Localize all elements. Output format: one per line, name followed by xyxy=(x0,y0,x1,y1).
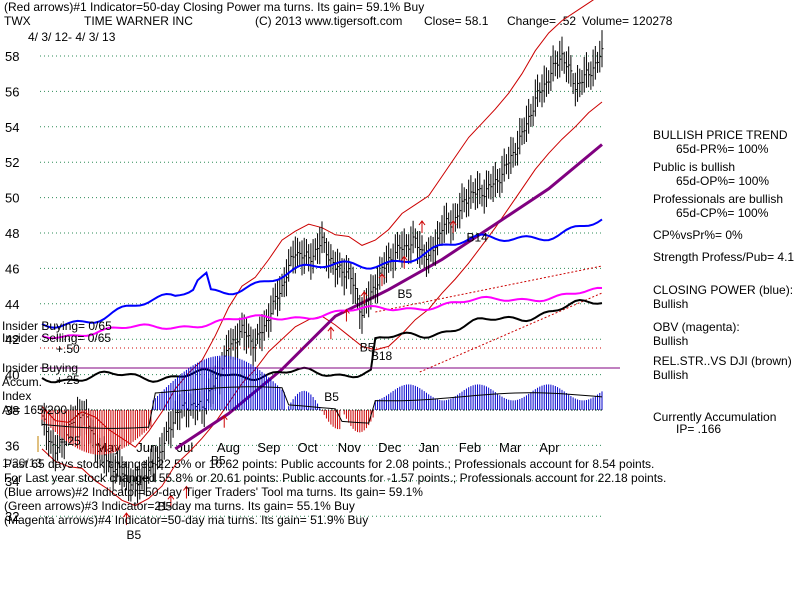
signal-label: B5 xyxy=(126,528,141,542)
ip-value: IP= .166 xyxy=(676,422,722,436)
copyright: (C) 2013 www.tigersoft.com xyxy=(255,14,403,28)
y-tick-label: 36 xyxy=(5,438,19,453)
signal-arrowhead xyxy=(327,326,335,332)
footer-line-5: (Magenta arrows)#4 Indicator=50-day ma t… xyxy=(4,513,369,527)
accum-label: Accum. xyxy=(2,375,43,389)
y-tick-label: 32 xyxy=(5,509,19,524)
change-value: Change= .52 xyxy=(507,14,577,28)
trendline-rel xyxy=(419,292,603,373)
signal-arrowhead xyxy=(360,290,368,297)
volume-value: Volume= 120278 xyxy=(582,14,673,28)
obv-label: OBV (magenta): xyxy=(653,320,740,334)
bullish-trend-title: BULLISH PRICE TREND xyxy=(653,128,788,142)
relstr-label: REL.STR..VS DJI (brown) xyxy=(653,354,792,368)
y-tick-label: 54 xyxy=(5,120,19,135)
footer-line-4: (Green arrows)#3 Indicator=21-day ma tur… xyxy=(4,499,355,513)
footer-date-prefix: 1/30/13 xyxy=(2,456,43,470)
y-tick-label: 44 xyxy=(5,297,19,312)
cp-vs-pr: CP%vsPr%= 0% xyxy=(653,228,743,242)
signal-label: B5 xyxy=(360,340,375,354)
x-tick-label: Nov xyxy=(338,440,362,455)
x-tick-label: Apr xyxy=(539,440,560,455)
accum-ma-line xyxy=(41,386,603,429)
signal-arrowhead xyxy=(418,220,426,226)
signal-label: B5 xyxy=(324,390,339,404)
header-indicator-line: (Red arrows)#1 Indicator=50-day Closing … xyxy=(4,0,425,14)
x-tick-label: Aug xyxy=(217,440,240,455)
signal-label: B5 xyxy=(158,500,173,514)
op-pct: 65d-OP%= 100% xyxy=(676,174,770,188)
signal-arrowhead xyxy=(400,255,408,261)
insider-buying-label-2: Insider Buying xyxy=(2,361,79,375)
y-tick-label: 52 xyxy=(5,155,19,170)
signal-arrowhead xyxy=(343,308,350,314)
trendline-cp xyxy=(375,265,603,313)
x-tick-label: Mar xyxy=(499,440,522,455)
y-tick-label: 46 xyxy=(5,261,19,276)
signal-arrowhead xyxy=(220,414,228,421)
y-tick-label: 40 xyxy=(5,368,19,383)
signal-label: B5 xyxy=(211,454,226,468)
index-label: Index xyxy=(2,389,32,403)
ai-label: AI= 165/200 xyxy=(2,403,68,417)
x-tick-label: Jun xyxy=(136,440,157,455)
y-tick-label: 56 xyxy=(5,84,19,99)
y-tick-label: 48 xyxy=(5,226,19,241)
signal-label: B18 xyxy=(371,349,393,363)
x-tick-label: Sep xyxy=(257,440,280,455)
y-tick-label: 38 xyxy=(5,403,19,418)
closing-power-line xyxy=(41,218,603,329)
closing-power-label: CLOSING POWER (blue): xyxy=(653,283,794,297)
strength: Strength Profess/Pub= 4.1 xyxy=(653,250,795,264)
signal-label: B14 xyxy=(466,231,488,245)
insider-selling-label: Insider Selling= 0/65 xyxy=(2,331,112,345)
signal-label: B5 xyxy=(398,287,413,301)
plus25-label: +.25 xyxy=(56,373,80,387)
signal-arrowhead xyxy=(449,220,457,226)
minus25-label: -.25 xyxy=(60,434,81,448)
relstr-status: Bullish xyxy=(653,368,689,382)
signal-arrowhead xyxy=(123,512,130,518)
footer-line-2: For Last year stock changed 55.8% or 20.… xyxy=(4,471,667,485)
public-bullish: Public is bullish xyxy=(653,160,736,174)
ticker-symbol: TWX xyxy=(4,14,31,28)
plus50-label: +.50 xyxy=(56,342,80,356)
insider-buying-label: Insider Buying= 0/65 xyxy=(2,319,112,333)
close-value: Close= 58.1 xyxy=(424,14,489,28)
footer-line-3: (Blue arrows)#2 Indicator=50-day Tiger T… xyxy=(4,485,423,499)
x-tick-label: Oct xyxy=(298,440,319,455)
signal-arrowhead xyxy=(378,273,386,279)
y-tick-label: 58 xyxy=(5,49,19,64)
obv-status: Bullish xyxy=(653,334,689,348)
rel-strength-line xyxy=(41,298,603,384)
cp-pct: 65d-CP%= 100% xyxy=(676,206,769,220)
company-name: TIME WARNER INC xyxy=(84,14,193,28)
accumulation-label: Currently Accumulation xyxy=(653,410,777,424)
pr-pct: 65d-PR%= 100% xyxy=(676,142,769,156)
closing-power-status: Bullish xyxy=(653,297,689,311)
x-tick-label: Jan xyxy=(418,440,439,455)
date-range: 4/ 3/ 12- 4/ 3/ 13 xyxy=(28,30,116,44)
signal-arrowhead xyxy=(167,494,175,500)
y-tick-label: 34 xyxy=(5,474,19,489)
obv-line xyxy=(41,286,603,340)
y-tick-label: 50 xyxy=(5,191,19,206)
footer-line-1: Past 65 days stock changed 22.5% or 10.6… xyxy=(4,457,655,471)
x-tick-label: Dec xyxy=(378,440,402,455)
pros-bullish: Professionals are bullish xyxy=(653,192,784,206)
y-tick-label: 42 xyxy=(5,332,19,347)
x-tick-label: Feb xyxy=(459,440,481,455)
signal-arrowhead xyxy=(183,485,190,491)
